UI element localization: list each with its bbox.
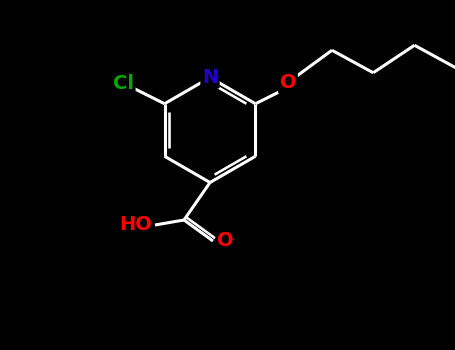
Text: HO: HO (120, 216, 152, 234)
Text: O: O (217, 231, 234, 251)
Text: N: N (202, 68, 218, 87)
Text: O: O (280, 73, 296, 92)
Text: Cl: Cl (113, 74, 134, 93)
